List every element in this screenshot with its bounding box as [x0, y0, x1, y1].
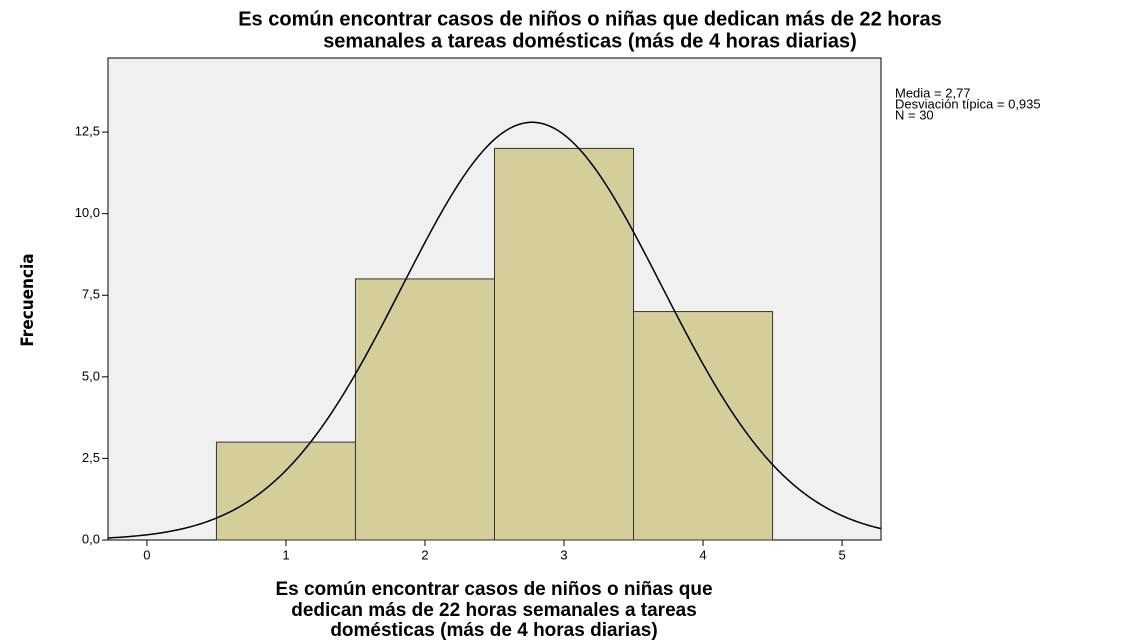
y-tick-label: 5,0: [82, 368, 100, 383]
x-axis-label: domésticas (más de 4 horas diarias): [330, 620, 657, 641]
bar: [215, 441, 356, 541]
annotation: Media = 2,77: [895, 85, 971, 100]
x-tick-label: 5: [838, 547, 845, 562]
x-axis-label: dedican más de 22 horas semanales a tare…: [291, 600, 697, 621]
x-tick-label: 2: [421, 547, 428, 562]
y-axis-label: Frecuencia: [18, 253, 38, 346]
bar: [354, 278, 495, 541]
x-tick-label: 1: [282, 547, 289, 562]
bar: [494, 147, 635, 541]
x-tick-label: 4: [699, 547, 706, 562]
chart-title: semanales a tareas domésticas (más de 4 …: [323, 30, 857, 52]
annotation: Desviación típica = 0,935: [895, 96, 1041, 111]
y-tick-label: 7,5: [82, 287, 100, 302]
y-tick-label: 0,0: [82, 531, 100, 546]
chart-title: Es común encontrar casos de niños o niña…: [238, 8, 942, 30]
y-tick-label: 2,5: [82, 450, 100, 465]
y-tick-label: 10,0: [75, 205, 100, 220]
x-axis-label: Es común encontrar casos de niños o niña…: [275, 579, 712, 600]
y-tick-label: 12,5: [75, 124, 100, 139]
bar: [633, 311, 774, 541]
normal-curve: [107, 121, 882, 539]
x-tick-label: 3: [560, 547, 567, 562]
annotation: N = 30: [895, 107, 934, 122]
x-tick-label: 0: [143, 547, 150, 562]
